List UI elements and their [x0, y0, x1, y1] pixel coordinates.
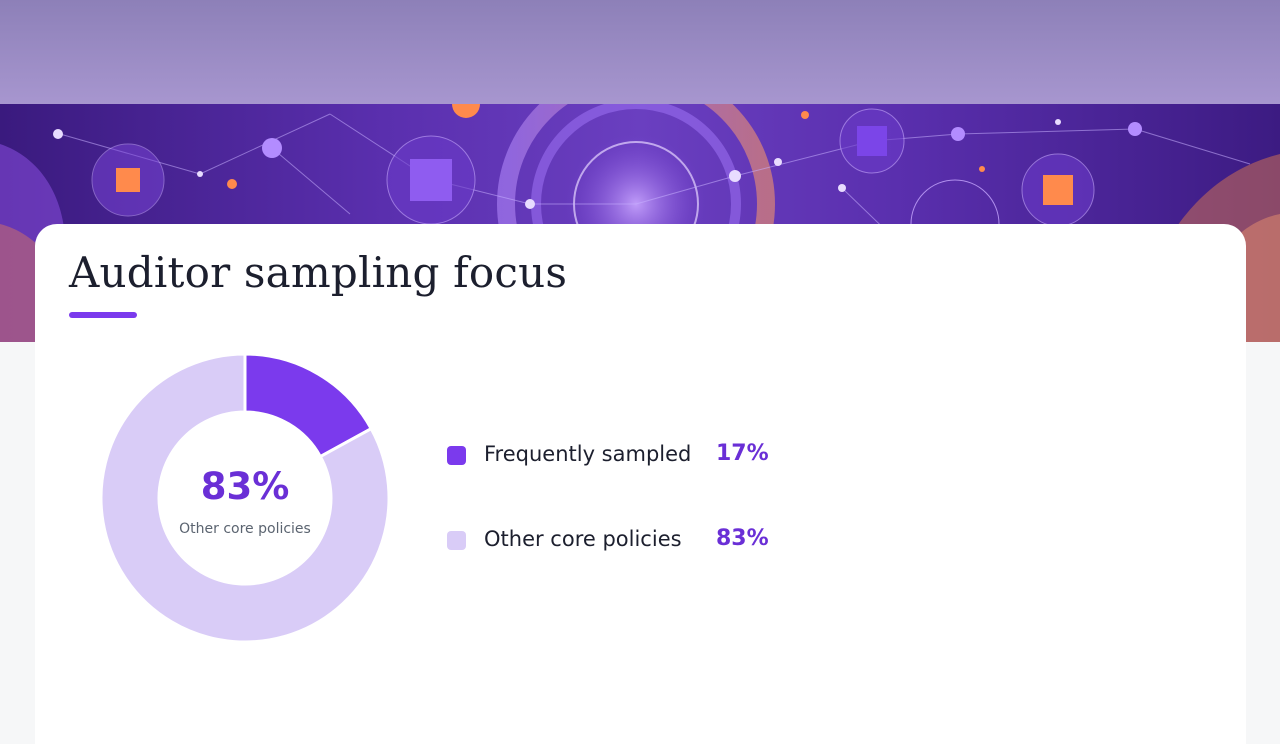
donut-chart: 83% Other core policies — [99, 352, 391, 644]
legend-swatch-frequently-sampled — [447, 446, 466, 465]
donut-center-label: Other core policies — [179, 521, 311, 537]
title-underline — [69, 312, 137, 318]
legend-value: 17% — [716, 441, 769, 466]
header-strip — [0, 0, 1280, 104]
legend-value: 83% — [716, 526, 769, 551]
legend-label: Other core policies — [484, 527, 682, 551]
legend-item-frequently-sampled: Frequently sampled 17% — [447, 438, 787, 474]
content-card: Auditor sampling focus 83% Other core po… — [35, 224, 1246, 744]
legend-label: Frequently sampled — [484, 442, 692, 466]
donut-center-value: 83% — [200, 465, 290, 508]
donut-slice-other-core-policies — [99, 352, 391, 644]
page-title: Auditor sampling focus — [69, 248, 568, 297]
legend-swatch-other-core-policies — [447, 531, 466, 550]
legend-item-other-core-policies: Other core policies 83% — [447, 523, 787, 559]
donut-svg — [99, 352, 391, 644]
